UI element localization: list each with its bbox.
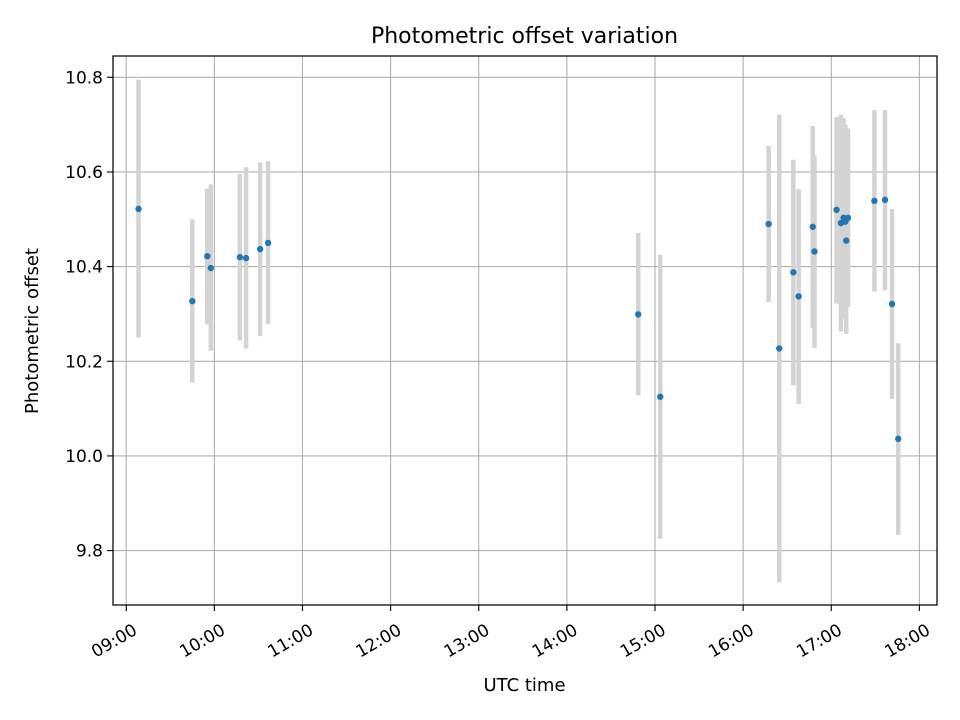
error-bars <box>136 79 901 583</box>
x-axis-label: UTC time <box>483 675 565 696</box>
y-tick-label: 10.0 <box>65 447 103 467</box>
data-point <box>135 205 142 213</box>
data-point <box>790 269 797 276</box>
x-tick-label: 16:00 <box>705 620 757 662</box>
data-point <box>871 197 878 205</box>
plot-frame <box>112 55 938 606</box>
x-tick-label: 12:00 <box>353 620 405 662</box>
data-point <box>657 393 664 400</box>
x-tick-label: 10:00 <box>176 620 228 662</box>
y-tick-label: 9.8 <box>76 542 103 562</box>
data-point <box>204 252 211 260</box>
y-tick-label: 10.8 <box>65 68 103 88</box>
x-tick-label: 18:00 <box>881 620 933 662</box>
y-tick-label: 10.2 <box>65 352 103 372</box>
x-tick-label: 14:00 <box>529 620 581 662</box>
data-point <box>881 196 889 204</box>
data-point <box>811 248 818 255</box>
data-points <box>135 196 902 443</box>
data-point <box>236 253 244 261</box>
x-tick-label: 15:00 <box>617 620 669 662</box>
y-axis-label: Photometric offset <box>22 248 43 414</box>
data-point <box>795 293 802 300</box>
data-point <box>843 237 850 244</box>
x-tick-label: 11:00 <box>265 620 317 662</box>
data-point <box>256 245 264 253</box>
data-point <box>264 239 272 247</box>
data-point <box>888 300 896 308</box>
x-tick-label: 17:00 <box>793 620 845 662</box>
x-tick-label: 13:00 <box>441 620 493 662</box>
data-point <box>895 435 902 443</box>
data-point <box>833 206 840 214</box>
chart-title: Photometric offset variation <box>371 24 678 49</box>
data-point <box>207 264 215 272</box>
data-point <box>776 345 783 352</box>
y-tick-label: 10.4 <box>65 258 103 278</box>
data-point <box>242 254 250 262</box>
x-tick-label: 09:00 <box>88 620 140 662</box>
y-axis-ticks: 9.8 10.0 10.2 10.4 10.6 10.8 <box>65 68 113 562</box>
data-point <box>189 297 196 305</box>
data-point <box>635 311 642 318</box>
data-point <box>809 223 816 231</box>
data-point <box>844 214 852 222</box>
data-point <box>765 220 772 228</box>
x-axis-ticks: 09:00 10:00 11:00 12:00 13:00 14:00 15:00 16:00… <box>88 605 934 662</box>
y-tick-label: 10.6 <box>65 163 103 183</box>
